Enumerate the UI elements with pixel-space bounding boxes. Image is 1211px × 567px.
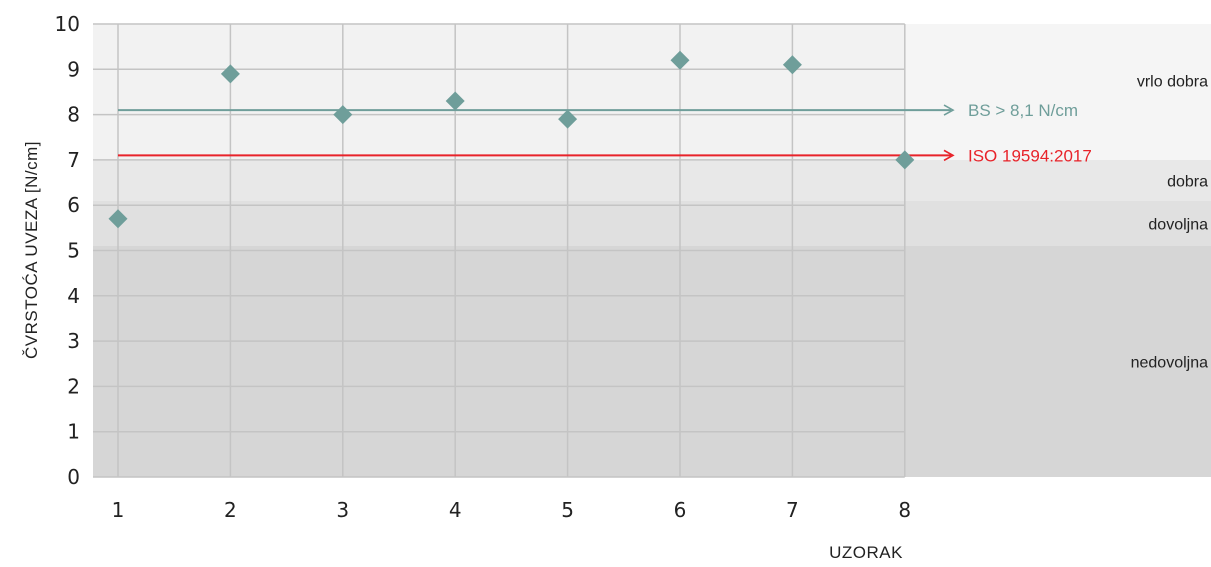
zone-label-3: nedovoljna	[1131, 354, 1209, 371]
reference-arrow-1	[943, 149, 955, 162]
x-axis-title: UZORAK	[829, 543, 903, 562]
y-axis-title: ČVRSTOĆA UVEZA [N/cm]	[22, 141, 41, 359]
x-tick-label-2: 2	[224, 498, 237, 522]
data-point-5	[558, 109, 578, 129]
zone-label-2: dovoljna	[1148, 216, 1208, 233]
quality-zones	[93, 24, 1211, 477]
x-tick-label-1: 1	[112, 498, 125, 522]
y-tick-label-5: 5	[67, 239, 80, 263]
outer-zone-band	[904, 24, 1211, 160]
data-point-3	[333, 105, 353, 125]
grid	[93, 23, 906, 478]
y-tick-label-6: 6	[67, 193, 80, 217]
tick-labels: 0 1 2 3 4 5 6 7 8 9 10 1 2 3 4 5 6 7 8	[55, 12, 912, 522]
y-tick-label-7: 7	[67, 148, 80, 172]
zone-label-1: dobra	[1167, 173, 1208, 190]
reference-arrow-0	[943, 104, 955, 116]
x-tick-label-5: 5	[561, 498, 574, 522]
x-tick-label-7: 7	[786, 498, 799, 522]
data-point-4	[445, 91, 465, 111]
zone-band-3	[93, 245, 1211, 477]
x-tick-label-4: 4	[449, 498, 462, 522]
zone-labels: vrlo dobra dobra dovoljna nedovoljna	[1131, 74, 1209, 372]
zone-label-0: vrlo dobra	[1137, 74, 1208, 91]
x-tick-label-3: 3	[336, 498, 349, 522]
data-point-6	[670, 50, 690, 70]
reference-label-0: BS > 8,1 N/cm	[968, 101, 1078, 120]
data-point-1	[108, 209, 128, 229]
y-tick-label-2: 2	[67, 374, 80, 398]
zone-band-1	[93, 159, 1211, 201]
y-tick-label-0: 0	[67, 465, 80, 489]
y-tick-label-4: 4	[67, 284, 80, 308]
reference-lines: BS > 8,1 N/cm ISO 19594:2017	[118, 101, 1092, 165]
y-tick-label-3: 3	[67, 329, 80, 353]
x-tick-label-6: 6	[674, 498, 687, 522]
y-tick-label-9: 9	[67, 57, 80, 81]
reference-label-1: ISO 19594:2017	[968, 146, 1092, 165]
data-point-8	[895, 150, 915, 170]
zone-band-2	[93, 200, 1211, 246]
x-tick-label-8: 8	[898, 498, 911, 522]
data-point-2	[220, 64, 240, 84]
data-point-7	[782, 55, 802, 75]
y-tick-label-1: 1	[67, 420, 80, 444]
y-tick-label-8: 8	[67, 103, 80, 127]
data-points	[108, 50, 915, 229]
y-tick-label-10: 10	[55, 12, 80, 36]
